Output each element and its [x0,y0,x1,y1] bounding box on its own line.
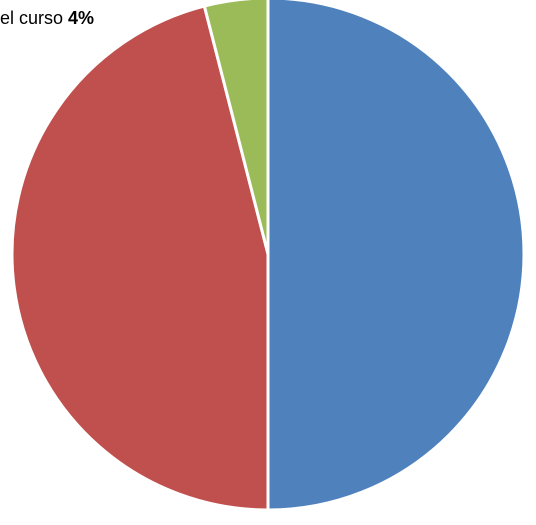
pie-slice-2 [10,4,270,512]
pie-slice-3 [202,0,270,256]
pie-slice-1 [266,0,526,512]
annotation-value: 4% [68,8,95,28]
slice-annotation-label: el curso 4% [0,8,94,28]
annotation-text: el curso [0,8,64,28]
